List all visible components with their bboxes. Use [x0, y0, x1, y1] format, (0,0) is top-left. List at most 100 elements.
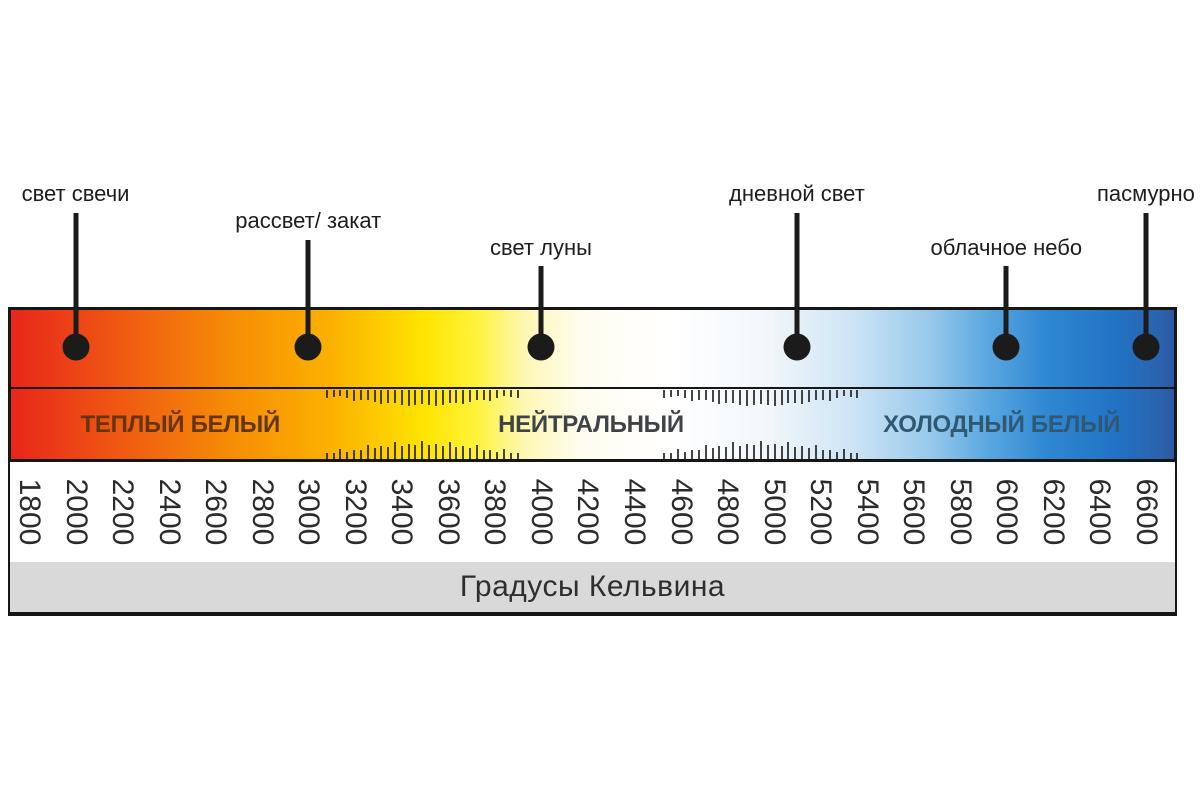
- axis-tick-label: 1800: [13, 478, 46, 546]
- transition-tick-top: [380, 390, 383, 405]
- transition-tick-bottom: [842, 449, 845, 459]
- axis-tick-label: 5200: [804, 478, 838, 546]
- transition-tick-bottom: [373, 448, 376, 459]
- transition-tick-top: [359, 390, 362, 401]
- transition-tick-bottom: [766, 445, 769, 459]
- transition-tick-bottom: [448, 442, 451, 459]
- axis-tick-label: 4200: [571, 478, 605, 546]
- transition-tick-bottom: [387, 446, 390, 459]
- marker-label: облачное небо: [930, 235, 1083, 260]
- transition-tick-top: [462, 390, 465, 405]
- transition-tick-bottom: [732, 442, 735, 459]
- marker-label: свет луны: [489, 235, 592, 260]
- gradient-band-divider-line: [8, 387, 1177, 389]
- marker-dot: [294, 333, 322, 361]
- transition-tick-bottom: [434, 444, 437, 459]
- transition-tick-bottom: [455, 446, 458, 459]
- transition-tick-bottom: [663, 452, 666, 459]
- transition-tick-top: [856, 390, 859, 398]
- transition-tick-top: [801, 390, 804, 405]
- marker-label: дневной свет: [729, 181, 865, 206]
- transition-tick-top: [400, 390, 403, 405]
- axis-tick-label: 4600: [664, 478, 698, 546]
- axis-tick-label: 2200: [106, 478, 140, 546]
- axis-tick-label: 3400: [385, 478, 419, 546]
- transition-tick-bottom: [801, 446, 804, 459]
- axis-tick-label: 6200: [1036, 478, 1070, 546]
- axis-title: Градусы Кельвина: [459, 570, 726, 603]
- marker-label: рассвет/ закат: [235, 208, 382, 233]
- transition-tick-top: [346, 390, 349, 399]
- transition-tick-bottom: [794, 446, 797, 459]
- transition-tick-top: [739, 390, 742, 405]
- transition-tick-top: [787, 390, 790, 403]
- axis-tick-label: 3000: [292, 478, 326, 546]
- transition-tick-top: [387, 390, 390, 404]
- axis-tick-label: 5800: [943, 478, 977, 546]
- transition-tick-bottom: [815, 445, 818, 459]
- transition-tick-bottom: [746, 444, 749, 459]
- axis-tick-label: 4800: [711, 478, 745, 546]
- transition-tick-top: [407, 390, 410, 407]
- transition-tick-top: [746, 390, 749, 407]
- transition-tick-bottom: [828, 449, 831, 459]
- transition-tick-top: [373, 390, 376, 402]
- transition-tick-top: [711, 390, 714, 402]
- transition-tick-bottom: [325, 452, 328, 459]
- transition-tick-bottom: [835, 451, 838, 459]
- transition-tick-top: [718, 390, 721, 405]
- marker-dot: [992, 333, 1020, 361]
- axis-tick-label: 2600: [199, 478, 233, 546]
- transition-tick-bottom: [780, 445, 783, 459]
- transition-tick-bottom: [475, 445, 478, 459]
- transition-tick-bottom: [468, 448, 471, 459]
- axis-tick-label: 3200: [338, 478, 372, 546]
- axis-tick-label: 3600: [431, 478, 465, 546]
- transition-tick-bottom: [787, 442, 790, 459]
- transition-tick-top: [496, 390, 499, 399]
- transition-tick-top: [677, 390, 680, 397]
- transition-tick-bottom: [516, 452, 519, 459]
- marker-dot: [527, 333, 555, 361]
- color-temperature-gradient-bar: [8, 307, 1177, 462]
- transition-tick-top: [428, 390, 431, 406]
- transition-tick-top: [516, 390, 519, 398]
- transition-tick-top: [815, 390, 818, 400]
- transition-tick-top: [489, 390, 492, 401]
- transition-tick-top: [339, 390, 342, 397]
- transition-tick-top: [421, 390, 424, 404]
- transition-tick-bottom: [683, 451, 686, 459]
- transition-tick-bottom: [489, 449, 492, 459]
- transition-tick-top: [808, 390, 811, 402]
- transition-tick-top: [821, 390, 824, 401]
- transition-tick-top: [704, 390, 707, 400]
- transition-tick-bottom: [849, 453, 852, 459]
- axis-tick-label: 5000: [757, 478, 791, 546]
- transition-tick-top: [828, 390, 831, 401]
- transition-tick-bottom: [690, 449, 693, 459]
- marker-leader-line: [1003, 266, 1009, 347]
- transition-tick-bottom: [428, 445, 431, 459]
- transition-tick-bottom: [414, 445, 417, 459]
- transition-tick-bottom: [346, 451, 349, 459]
- axis-tick-label: 4000: [524, 478, 558, 546]
- transition-tick-bottom: [718, 446, 721, 459]
- transition-tick-bottom: [462, 446, 465, 459]
- transition-tick-top: [441, 390, 444, 405]
- zone-label: ХОЛОДНЫЙ БЕЛЫЙ: [883, 411, 1121, 438]
- transition-tick-top: [448, 390, 451, 403]
- transition-tick-bottom: [697, 450, 700, 459]
- transition-tick-bottom: [725, 446, 728, 459]
- transition-tick-top: [475, 390, 478, 400]
- transition-tick-top: [732, 390, 735, 403]
- transition-tick-top: [780, 390, 783, 405]
- transition-tick-bottom: [503, 449, 506, 459]
- marker-leader-line: [1143, 213, 1149, 347]
- marker-leader-line: [73, 213, 79, 347]
- transition-tick-bottom: [421, 441, 424, 459]
- axis-tick-label: 5400: [850, 478, 884, 546]
- transition-tick-top: [670, 390, 673, 397]
- transition-tick-bottom: [739, 445, 742, 459]
- transition-tick-top: [690, 390, 693, 401]
